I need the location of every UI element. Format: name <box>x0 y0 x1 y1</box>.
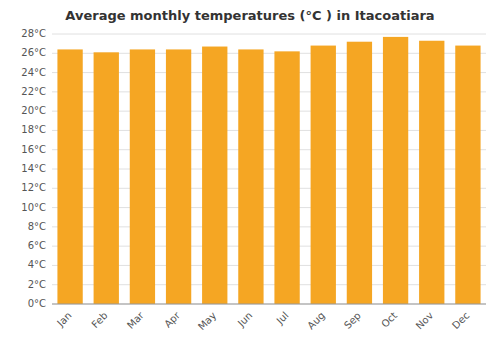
y-tick-label: 8°C <box>28 221 46 232</box>
y-tick-label: 26°C <box>21 47 46 58</box>
y-tick-label: 20°C <box>21 105 46 116</box>
y-tick-label: 2°C <box>28 279 46 290</box>
chart-svg: 0°C 2°C 4°C 6°C 8°C 10°C 12°C 14°C 16°C 18°C 20°C 2… <box>0 0 500 350</box>
x-tick-label: Jan <box>54 310 73 329</box>
y-axis: 0°C 2°C 4°C 6°C 8°C 10°C 12°C 14°C 16°C 18°C 20°C 2… <box>21 28 46 309</box>
x-axis-line <box>52 304 486 305</box>
x-tick-label: Feb <box>89 310 109 330</box>
x-tick-label: Dec <box>450 310 471 331</box>
x-tick-label: Nov <box>414 310 436 332</box>
x-tick-label: Jul <box>274 310 291 327</box>
y-tick-label: 18°C <box>21 124 46 135</box>
bar <box>238 49 263 304</box>
bar <box>455 46 480 304</box>
y-tick-label: 12°C <box>21 182 46 193</box>
y-tick-label: 28°C <box>21 28 46 39</box>
bar <box>202 47 227 304</box>
x-tick-label: Apr <box>162 309 183 330</box>
y-tick-label: 24°C <box>21 67 46 78</box>
grid-line <box>52 304 486 305</box>
x-tick-label: May <box>196 310 218 332</box>
bar <box>274 51 299 304</box>
y-tick-label: 4°C <box>28 259 46 270</box>
y-tick-label: 0°C <box>28 298 46 309</box>
x-tick-label: Aug <box>305 310 327 332</box>
bar <box>130 49 155 304</box>
bar <box>166 49 191 304</box>
x-tick-label: Oct <box>379 310 399 330</box>
grid-line <box>52 34 486 35</box>
bar <box>94 52 119 304</box>
bar <box>347 42 372 304</box>
x-tick-label: Sep <box>342 310 363 331</box>
title: Average monthly temperatures (°C ) in It… <box>65 8 434 23</box>
y-tick-label: 6°C <box>28 240 46 251</box>
x-tick-label: Mar <box>125 309 147 331</box>
y-tick-label: 14°C <box>21 163 46 174</box>
bar <box>419 41 444 304</box>
y-tick-label: 16°C <box>21 144 46 155</box>
chart-container: 0°C 2°C 4°C 6°C 8°C 10°C 12°C 14°C 16°C 18°C 20°C 2… <box>0 0 500 350</box>
bar <box>383 37 408 304</box>
grid <box>52 34 486 304</box>
y-tick-label: 22°C <box>21 86 46 97</box>
bar <box>57 49 82 304</box>
x-tick-label: Jun <box>235 310 255 330</box>
bar <box>311 46 336 304</box>
x-axis: Jan Feb Mar Apr May Jun Jul Aug Sep Oct Nov Dec <box>54 309 471 332</box>
bars <box>57 37 480 304</box>
y-tick-label: 10°C <box>21 202 46 213</box>
